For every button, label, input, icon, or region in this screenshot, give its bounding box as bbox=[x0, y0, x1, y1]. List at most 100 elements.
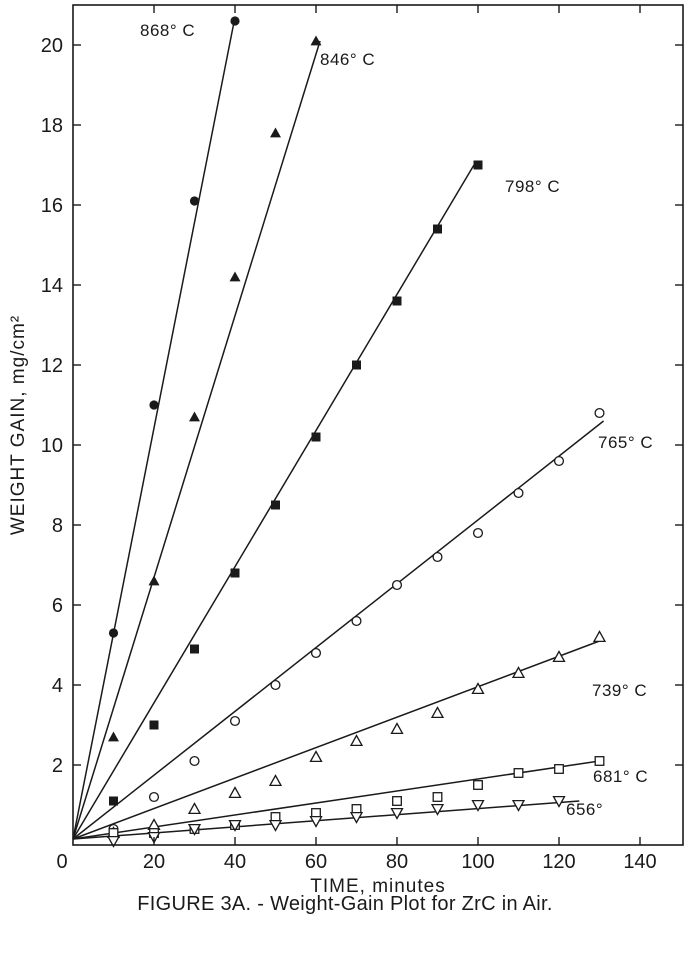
y-axis-title: WEIGHT GAIN, mg/cm² bbox=[8, 315, 29, 535]
series-3-point-8 bbox=[392, 296, 402, 306]
series-6-point-9 bbox=[432, 792, 443, 802]
series-2-label: 846° C bbox=[320, 50, 375, 69]
series-2-point-2 bbox=[148, 575, 160, 586]
y-tick-label-16: 16 bbox=[41, 195, 63, 217]
series-7-point-10 bbox=[471, 799, 485, 812]
series-4-point-13 bbox=[594, 407, 605, 419]
series-5-point-5 bbox=[268, 774, 283, 787]
series-labels: 868° C 846° C 798° C 765° C 739° C 681° C 656° bbox=[140, 21, 653, 819]
series-7-point-6 bbox=[309, 815, 323, 828]
x-tick-label-0: 0 bbox=[56, 851, 67, 873]
plot-frame bbox=[72, 4, 684, 846]
series-6-point-8 bbox=[392, 796, 402, 806]
series-5-fit-line bbox=[72, 640, 600, 840]
series-5-point-11 bbox=[511, 666, 526, 679]
series-3-point-6 bbox=[311, 432, 321, 442]
series-6-point-11 bbox=[513, 768, 524, 778]
y-tick-label-4: 4 bbox=[52, 675, 63, 697]
series-3-point-2 bbox=[149, 720, 159, 730]
x-tick-label-40: 40 bbox=[224, 851, 246, 873]
x-axis-title: TIME, minutes bbox=[310, 876, 445, 897]
series-4-point-7 bbox=[351, 615, 362, 627]
data-markers bbox=[106, 16, 607, 848]
series-5-point-3 bbox=[187, 802, 202, 815]
series-5-point-12 bbox=[552, 650, 566, 663]
series-6-point-10 bbox=[473, 780, 483, 790]
series-3-point-10 bbox=[473, 160, 483, 170]
x-tick-label-20: 20 bbox=[143, 851, 165, 873]
series-5-label: 739° C bbox=[592, 681, 647, 700]
series-7-point-11 bbox=[511, 799, 526, 812]
y-tick-label-8: 8 bbox=[52, 515, 63, 537]
series-3-point-3 bbox=[190, 644, 199, 654]
series-3-label: 798° C bbox=[505, 177, 560, 196]
series-7-point-12 bbox=[552, 795, 566, 808]
series-2-fit-line bbox=[72, 40, 321, 840]
series-7-point-1 bbox=[106, 835, 121, 848]
series-4-point-11 bbox=[513, 487, 524, 499]
series-7-point-3 bbox=[187, 823, 202, 836]
series-4-point-6 bbox=[310, 647, 322, 659]
series-6-fit-line bbox=[72, 760, 600, 840]
x-tick-label-80: 80 bbox=[386, 851, 408, 873]
series-2-point-1 bbox=[108, 731, 119, 742]
axis-ticks bbox=[73, 5, 683, 845]
series-4-fit-line bbox=[72, 420, 605, 840]
series-5-point-9 bbox=[430, 706, 445, 719]
tick-labels: 0 20 40 60 80 100 120 140 2 4 6 8 10 12 14 16 18 20 bbox=[41, 35, 657, 873]
series-2-point-5 bbox=[270, 127, 281, 138]
series-2-point-4 bbox=[229, 271, 241, 282]
y-tick-label-20: 20 bbox=[41, 35, 63, 57]
axes bbox=[72, 4, 684, 846]
series-1-point-2 bbox=[149, 400, 159, 410]
series-7-point-9 bbox=[430, 803, 445, 816]
series-5-point-6 bbox=[309, 750, 323, 763]
series-4-point-8 bbox=[391, 579, 403, 591]
series-4-label: 765° C bbox=[598, 433, 653, 452]
y-tick-label-18: 18 bbox=[41, 115, 63, 137]
x-tick-label-100: 100 bbox=[461, 851, 494, 873]
series-3-point-1 bbox=[109, 796, 118, 806]
series-4-point-9 bbox=[432, 551, 443, 563]
series-7-point-8 bbox=[390, 807, 404, 820]
y-tick-label-6: 6 bbox=[52, 595, 63, 617]
series-3-point-4 bbox=[230, 568, 240, 578]
series-1-label: 868° C bbox=[140, 21, 195, 40]
series-7-point-5 bbox=[268, 819, 283, 832]
y-tick-label-2: 2 bbox=[52, 755, 63, 777]
series-5-point-10 bbox=[471, 682, 485, 695]
series-7-label: 656° bbox=[566, 800, 603, 819]
figure-caption: FIGURE 3A. - Weight-Gain Plot for ZrC in… bbox=[137, 893, 553, 915]
x-tick-label-120: 120 bbox=[542, 851, 575, 873]
fit-lines bbox=[72, 16, 605, 840]
series-4-point-10 bbox=[472, 527, 484, 539]
series-4-point-4 bbox=[229, 715, 241, 727]
y-tick-label-10: 10 bbox=[41, 435, 63, 457]
y-tick-label-12: 12 bbox=[41, 355, 63, 377]
series-1-point-4 bbox=[230, 16, 240, 26]
series-5-point-8 bbox=[390, 722, 404, 735]
series-5-point-2 bbox=[147, 818, 161, 831]
y-tick-label-14: 14 bbox=[41, 275, 63, 297]
series-2-point-3 bbox=[189, 411, 200, 422]
series-1-fit-line bbox=[72, 16, 236, 840]
series-3-point-9 bbox=[433, 224, 442, 234]
series-6-label: 681° C bbox=[593, 767, 648, 786]
x-tick-label-140: 140 bbox=[623, 851, 656, 873]
series-4-point-5 bbox=[270, 679, 281, 691]
series-3-point-7 bbox=[352, 360, 361, 370]
series-2-point-6 bbox=[310, 35, 322, 46]
series-4-point-2 bbox=[148, 791, 160, 803]
series-7-point-7 bbox=[349, 811, 364, 824]
series-3-point-5 bbox=[271, 500, 280, 510]
series-6-point-12 bbox=[554, 764, 564, 774]
series-5-point-13 bbox=[592, 630, 607, 643]
series-6-point-13 bbox=[594, 756, 605, 766]
series-5-point-4 bbox=[228, 786, 242, 799]
series-4-point-3 bbox=[189, 755, 200, 767]
series-7-point-4 bbox=[228, 819, 242, 832]
series-4-point-12 bbox=[553, 455, 565, 467]
x-tick-label-60: 60 bbox=[305, 851, 327, 873]
series-1-point-1 bbox=[108, 628, 119, 638]
